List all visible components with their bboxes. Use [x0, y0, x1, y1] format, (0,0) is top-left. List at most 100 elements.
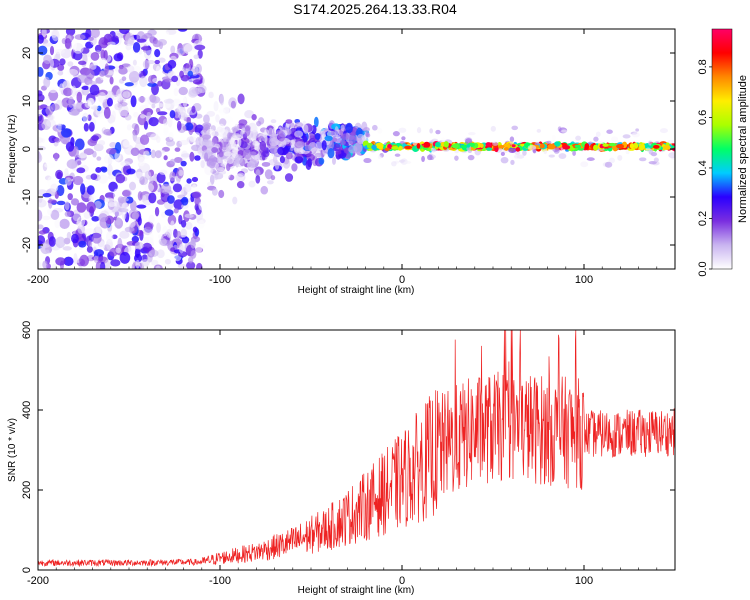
spectrogram-y-tick-label: 20 [21, 47, 33, 59]
spectrogram-cell [264, 169, 273, 180]
spectrogram-cell [536, 128, 542, 133]
spectrogram-cell [78, 240, 87, 248]
spectrogram-cell [527, 145, 537, 151]
spectrogram-cell [164, 209, 174, 216]
spectrogram-cell [608, 142, 617, 147]
spectrogram-cell [365, 131, 370, 137]
spectrogram-cell [190, 249, 197, 259]
spectrogram-cell [191, 176, 199, 183]
spectrogram-cell [302, 124, 309, 134]
spectrogram-cell [65, 29, 76, 36]
spectrogram-cell [85, 29, 92, 39]
spectrogram-cell [289, 122, 295, 128]
spectrogram-cell [232, 133, 241, 138]
spectrogram-cell [51, 263, 58, 269]
spectrogram-cell [339, 139, 346, 146]
spectrogram-cell [118, 67, 128, 75]
spectrogram-cell [95, 167, 102, 173]
spectrogram-cell [107, 164, 113, 176]
spectrogram-cell [62, 246, 72, 251]
spectrogram-cell [173, 157, 183, 164]
spectrogram-cell [511, 125, 519, 131]
spectrogram-cell [511, 144, 516, 148]
spectrogram-cell [99, 70, 106, 77]
spectrogram-cell [194, 155, 201, 161]
spectrogram-cell [334, 126, 339, 137]
spectrogram-cell [103, 154, 114, 165]
spectrogram-cell [554, 141, 561, 147]
spectrogram-cell [492, 141, 499, 146]
spectrogram-cell [211, 188, 218, 196]
spectrogram-cell [50, 209, 60, 220]
spectrogram-cell [76, 91, 83, 103]
spectrogram-cell [314, 152, 322, 158]
spectrogram-cell [64, 211, 71, 217]
spectrogram-cell [98, 213, 108, 223]
spectrogram-cell [38, 261, 42, 268]
spectrogram-cell [193, 54, 200, 60]
spectrogram-cell [42, 260, 48, 269]
spectrogram-cell [515, 147, 521, 152]
colorbar-tick-label: 0.6 [697, 110, 709, 125]
spectrogram-cell [112, 94, 118, 101]
spectrogram-cell [154, 206, 160, 217]
spectrogram-cell [63, 256, 74, 267]
snr-panel: -200 -100 0 100 0 200 400 600 Height of straigh… [7, 321, 676, 596]
spectrogram-cell [45, 105, 54, 116]
snr-y-tick-label: 200 [21, 481, 33, 499]
spectrogram-cell [88, 196, 94, 202]
spectrogram-cell [485, 142, 492, 147]
spectrogram-cell [105, 231, 114, 243]
spectrogram-cell [208, 155, 217, 166]
chart-title: S174.2025.264.13.33.R04 [293, 1, 457, 17]
spectrogram-cell [108, 201, 116, 207]
spectrogram-cell [160, 183, 172, 194]
spectrogram-cell [177, 263, 187, 269]
spectrogram-cell [216, 126, 224, 133]
spectrogram-cell [430, 147, 436, 153]
spectrogram-cell [44, 162, 55, 168]
spectrogram-cell [128, 70, 140, 83]
spectrogram-cell [146, 111, 152, 118]
spectrogram-cell [384, 147, 390, 152]
spectrogram-cell [586, 157, 595, 161]
spectrogram-cell [107, 41, 116, 46]
spectrogram-cell [558, 153, 567, 159]
spectrogram-cell [163, 131, 170, 138]
spectrogram-cell [124, 82, 134, 87]
spectrogram-cell [435, 141, 441, 148]
spectrogram-cell [46, 119, 56, 128]
spectrogram-cell [163, 31, 170, 38]
spectrogram-cell [43, 76, 51, 88]
spectrogram-cell [223, 151, 233, 157]
spectrogram-cell [86, 201, 96, 214]
spectrogram-cell [59, 218, 70, 229]
spectrogram-cell [181, 196, 189, 206]
snr-x-tick-label: 100 [575, 575, 593, 587]
spectrogram-cell [198, 219, 205, 229]
spectrogram-cell [622, 134, 631, 139]
spectrogram-cell [262, 150, 270, 158]
spectrogram-cell [104, 259, 111, 269]
spectrogram-cell [139, 134, 150, 145]
spectrogram-cell [43, 54, 52, 65]
spectrogram-cell [561, 129, 568, 133]
spectrogram-cell [427, 154, 433, 161]
snr-marks [38, 330, 675, 568]
spectrogram-cell [87, 36, 94, 41]
spectrogram-cell [103, 128, 112, 136]
spectrogram-cell [155, 65, 161, 76]
spectrogram-cell [82, 112, 89, 122]
spectrogram-cell [562, 145, 571, 150]
spectrogram-cell [47, 114, 55, 121]
spectrogram-cell [113, 188, 120, 201]
spectrogram-cell [117, 207, 129, 213]
spectrogram-cell [185, 221, 193, 230]
spectrogram-cell [186, 261, 196, 269]
spectrogram-cell [63, 87, 73, 97]
spectrogram-cell [38, 145, 46, 151]
spectrogram-cell [91, 135, 99, 142]
spectrogram-cell [167, 116, 173, 128]
spectrogram-cell [284, 173, 294, 182]
spectrogram-cell [580, 161, 589, 168]
